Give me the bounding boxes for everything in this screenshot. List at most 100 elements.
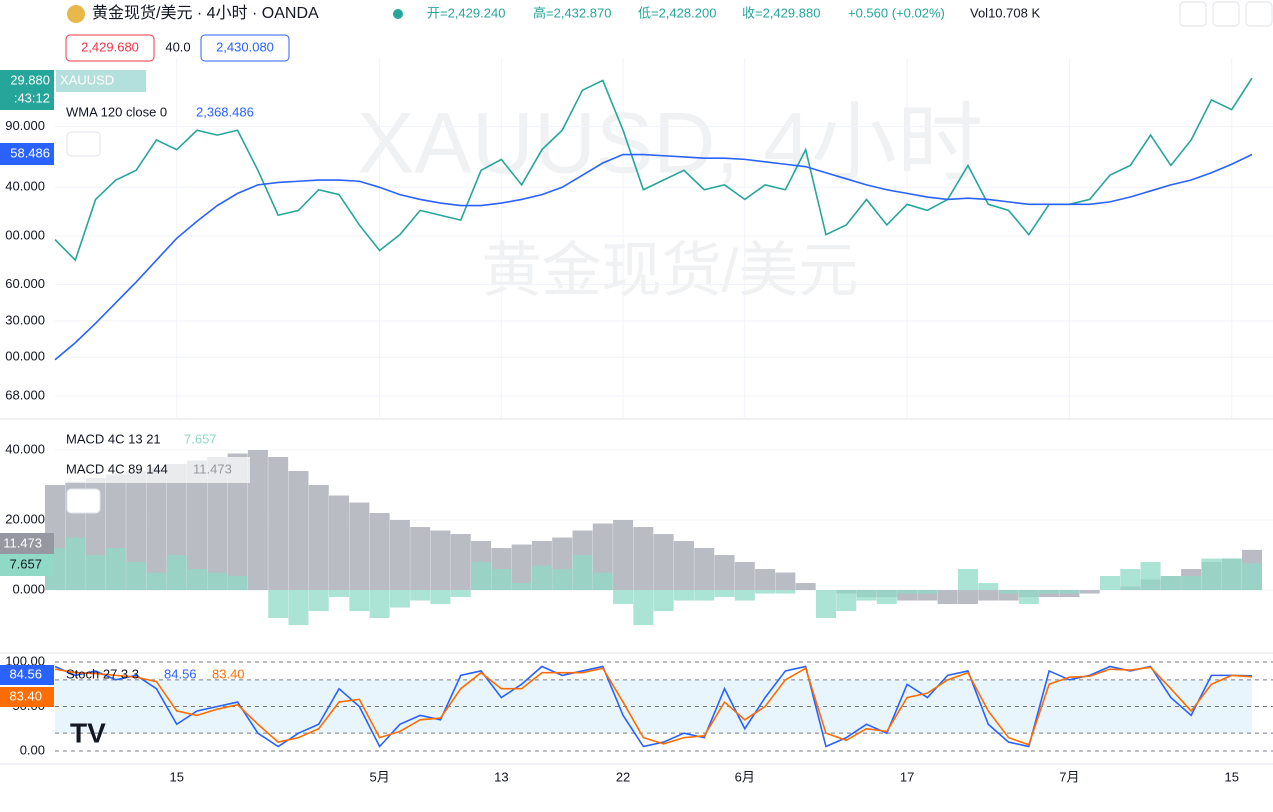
value-tag — [0, 687, 54, 707]
histogram-bar — [268, 457, 289, 591]
histogram-bar — [146, 572, 167, 591]
histogram-bar — [65, 537, 86, 591]
histogram-bar — [450, 534, 471, 591]
histogram-bar — [329, 590, 350, 598]
symbol-icon — [67, 5, 85, 23]
histogram-bar — [592, 572, 613, 591]
histogram-bar — [917, 590, 938, 594]
histogram-bar — [755, 590, 776, 594]
histogram-bar — [957, 569, 978, 591]
histogram-bar — [673, 590, 694, 601]
histogram-bar — [1140, 562, 1161, 591]
value-tag-text: 11.473 — [3, 535, 42, 550]
histogram-bar — [105, 548, 126, 591]
histogram-bar — [978, 590, 999, 601]
histogram-bar — [389, 520, 410, 591]
histogram-bar — [836, 590, 857, 612]
y-tick-label: 40.000 — [5, 179, 45, 194]
histogram-bar — [85, 555, 106, 591]
wma-value: 2,368.486 — [196, 104, 254, 119]
countdown: :43:12 — [14, 90, 50, 105]
histogram-bar — [349, 502, 370, 591]
ask: 2,430.080 — [216, 39, 274, 54]
histogram-bar — [1160, 576, 1181, 591]
histogram-bar — [126, 562, 147, 591]
histogram-bar — [613, 590, 634, 605]
bid-box[interactable] — [65, 34, 155, 62]
button[interactable] — [1179, 1, 1207, 27]
y-tick-label: 100.00 — [5, 653, 45, 668]
histogram-bar — [491, 569, 512, 591]
histogram-bar — [897, 590, 918, 594]
histogram-bar — [917, 590, 938, 601]
series-line — [54, 153, 1253, 361]
histogram-bar — [937, 590, 958, 605]
macd-value: 7.657 — [184, 431, 217, 446]
histogram-bar — [430, 590, 451, 605]
collapse-button[interactable] — [66, 488, 101, 514]
histogram-bar — [410, 527, 431, 591]
x-tick-label: 13 — [494, 769, 508, 784]
ask-box[interactable] — [200, 34, 290, 62]
stoch-value: 84.56 — [164, 666, 197, 681]
macd-label: MACD 4C 89 144 — [66, 461, 168, 476]
macd-label: MACD 4C 13 21 — [66, 431, 161, 446]
logo: TV — [70, 717, 106, 748]
y-tick-label: 0.00 — [20, 742, 45, 757]
value-tag — [0, 554, 54, 576]
histogram-bar — [714, 590, 735, 598]
stoch-value: 83.40 — [212, 666, 245, 681]
histogram-bar — [572, 555, 593, 591]
histogram-bar — [511, 583, 532, 591]
histogram-bar — [247, 450, 268, 591]
x-tick-label: 15 — [169, 769, 183, 784]
series-line — [54, 665, 1253, 748]
histogram-bar — [755, 569, 776, 591]
value-tag-text: 83.40 — [9, 688, 42, 703]
y-tick-label: 00.000 — [5, 349, 45, 364]
histogram-bar — [227, 576, 248, 591]
button[interactable] — [1212, 1, 1240, 27]
y-tick-label: 60.000 — [5, 276, 45, 291]
histogram-bar — [613, 520, 634, 591]
histogram-bar — [308, 590, 329, 612]
histogram-bar — [187, 569, 208, 591]
collapse-button[interactable] — [66, 131, 101, 157]
histogram-bar — [1079, 590, 1100, 594]
y-tick-label: 20.000 — [5, 511, 45, 526]
price-tag-text: 29.880 — [10, 72, 50, 87]
histogram-bar — [1242, 563, 1262, 591]
ohlc: 高=2,432.870 — [533, 5, 611, 20]
histogram-bar — [1059, 590, 1080, 594]
histogram-bar — [166, 555, 187, 591]
y-tick-label: 90.000 — [5, 118, 45, 133]
value-tag — [0, 665, 54, 685]
spread: 40.0 — [165, 39, 190, 54]
histogram-bar — [207, 572, 228, 591]
value-tag-text: 7.657 — [9, 556, 42, 571]
histogram-bar — [978, 583, 999, 591]
histogram-bar — [1018, 590, 1039, 605]
histogram-bar — [552, 569, 573, 591]
histogram-bar — [268, 590, 289, 619]
histogram-bar — [187, 460, 208, 591]
button[interactable] — [1245, 1, 1273, 27]
histogram-bar — [1039, 590, 1060, 594]
histogram-bar — [673, 541, 694, 591]
histogram-bar — [815, 590, 836, 619]
header-title: 黄金现货/美元 · 4小时 · OANDA — [92, 4, 319, 22]
wma-label: WMA 120 close 0 — [66, 104, 167, 119]
series-line — [54, 666, 1253, 746]
watermark: XAUUSD, 4小时 — [357, 96, 983, 192]
histogram-bar — [1059, 590, 1080, 598]
y-tick-label: 0.000 — [12, 581, 45, 596]
histogram-bar — [1181, 576, 1202, 591]
macd-value: 11.473 — [193, 461, 232, 476]
histogram-bar — [633, 527, 654, 591]
histogram-bar — [1120, 569, 1141, 591]
histogram-bar — [633, 590, 654, 626]
histogram-bar — [775, 590, 796, 594]
watermark: 黄金现货/美元 — [482, 237, 859, 304]
histogram-bar — [1221, 558, 1242, 591]
